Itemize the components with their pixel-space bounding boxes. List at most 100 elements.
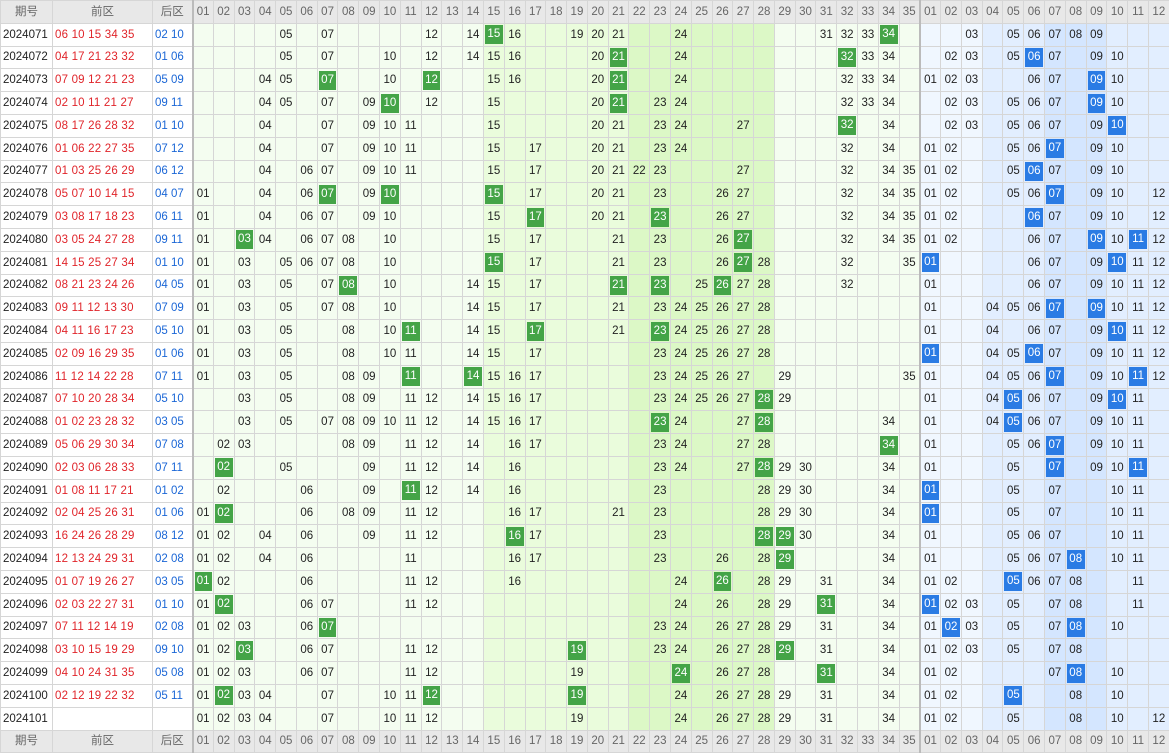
front-cell (483, 662, 504, 685)
front-cell (400, 251, 421, 274)
front-cell (712, 479, 733, 502)
header-back-number: 06 (1024, 1, 1045, 24)
back-cell (1024, 707, 1045, 730)
front-cell (629, 388, 650, 411)
front-cell: 17 (525, 206, 546, 229)
back-cell: 07 (1045, 502, 1066, 525)
front-cell: 34 (878, 137, 899, 160)
front-cell (587, 320, 608, 343)
back-cell: 11 (1128, 320, 1149, 343)
back-cell (961, 320, 982, 343)
back-hit-ball: 06 (1025, 162, 1043, 181)
back-cell (982, 137, 1003, 160)
back-cell: 10 (1107, 69, 1128, 92)
front-cell (213, 411, 234, 434)
front-cell (587, 479, 608, 502)
front-cell (276, 616, 297, 639)
front-cell (296, 456, 317, 479)
front-cell (463, 137, 484, 160)
front-cell (483, 479, 504, 502)
front-cell (296, 92, 317, 115)
back-cell (982, 69, 1003, 92)
front-cell (463, 502, 484, 525)
front-cell (546, 23, 567, 46)
front-cell: 23 (650, 92, 671, 115)
front-cell (463, 114, 484, 137)
back-cell (1024, 593, 1045, 616)
front-cell (546, 274, 567, 297)
back-cell: 05 (1003, 92, 1024, 115)
front-cell (442, 206, 463, 229)
front-cell (504, 92, 525, 115)
front-cell: 21 (608, 46, 629, 69)
front-cell: 14 (463, 320, 484, 343)
front-hit-ball: 26 (714, 572, 732, 591)
front-cell: 30 (795, 479, 816, 502)
back-cell: 06 (1024, 183, 1045, 206)
back-cell (1003, 662, 1024, 685)
front-cell: 27 (733, 251, 754, 274)
front-cell: 34 (878, 206, 899, 229)
back-hit-ball: 06 (1025, 208, 1043, 227)
back-cell (1128, 684, 1149, 707)
front-cell: 11 (400, 662, 421, 685)
period-cell: 2024092 (1, 502, 53, 525)
front-cell (899, 274, 920, 297)
front-cell: 03 (234, 251, 255, 274)
front-cell (567, 593, 588, 616)
front-cell: 14 (463, 479, 484, 502)
front-cell (442, 570, 463, 593)
back-numbers: 03 05 (153, 570, 193, 593)
front-cell: 21 (608, 92, 629, 115)
front-cell: 02 (213, 662, 234, 685)
header-front-number: 27 (733, 730, 754, 753)
front-cell: 28 (754, 616, 775, 639)
front-cell (338, 707, 359, 730)
front-cell: 25 (691, 388, 712, 411)
front-hit-ball: 02 (215, 504, 233, 523)
header-back-number: 09 (1086, 730, 1107, 753)
front-cell (691, 479, 712, 502)
front-cell: 21 (608, 274, 629, 297)
front-cell: 14 (463, 365, 484, 388)
front-cell (400, 23, 421, 46)
front-cell (567, 456, 588, 479)
back-cell (1148, 434, 1169, 457)
front-cell: 32 (837, 183, 858, 206)
front-cell: 15 (483, 365, 504, 388)
front-cell: 03 (234, 320, 255, 343)
front-cell (421, 206, 442, 229)
front-cell (442, 320, 463, 343)
back-cell: 09 (1086, 456, 1107, 479)
period-cell: 2024093 (1, 525, 53, 548)
front-cell (442, 707, 463, 730)
back-cell (982, 479, 1003, 502)
back-hit-ball: 08 (1067, 664, 1085, 683)
front-cell: 27 (733, 320, 754, 343)
back-cell: 10 (1107, 548, 1128, 571)
front-cell: 01 (193, 616, 214, 639)
front-cell (587, 251, 608, 274)
period-cell: 2024076 (1, 137, 53, 160)
front-cell (359, 639, 380, 662)
back-cell (1148, 548, 1169, 571)
front-cell (276, 707, 297, 730)
back-cell: 01 (920, 411, 941, 434)
header-front-number: 06 (296, 730, 317, 753)
back-numbers: 08 12 (153, 525, 193, 548)
front-cell (816, 92, 837, 115)
front-cell: 08 (338, 251, 359, 274)
back-cell: 05 (1003, 639, 1024, 662)
front-cell: 03 (234, 684, 255, 707)
back-cell: 11 (1128, 388, 1149, 411)
back-cell: 09 (1086, 183, 1107, 206)
front-cell: 06 (296, 228, 317, 251)
back-cell: 05 (1003, 525, 1024, 548)
back-cell: 07 (1045, 411, 1066, 434)
front-cell (442, 69, 463, 92)
front-numbers: 11 12 14 22 28 (53, 365, 153, 388)
front-cell (276, 160, 297, 183)
front-cell: 12 (421, 502, 442, 525)
back-cell: 05 (1003, 548, 1024, 571)
